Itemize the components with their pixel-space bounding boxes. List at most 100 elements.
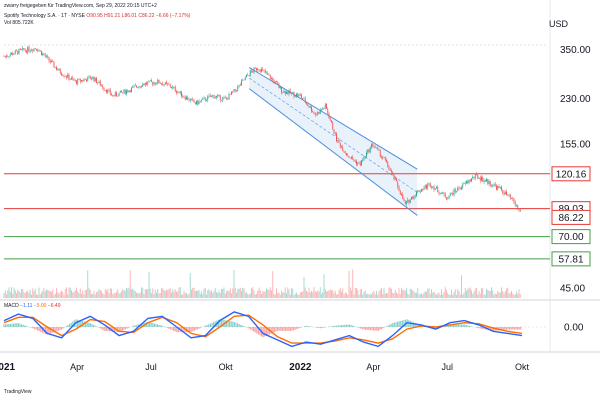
time-axis[interactable]: 2021 Apr Jul Okt 2022 Apr Jul Okt: [0, 362, 529, 373]
candle-body: [189, 98, 191, 101]
candle-body: [487, 179, 489, 184]
macd-hist-bar: [249, 327, 251, 330]
candle-body: [327, 108, 329, 114]
candle-body: [224, 97, 226, 98]
candle-body: [221, 100, 222, 101]
macd-hist-bar: [137, 324, 139, 327]
macd-hist-bar: [195, 327, 197, 330]
candle-body: [143, 83, 145, 86]
macd-hist-bar: [393, 322, 395, 327]
candle-body: [364, 156, 366, 158]
candle-body: [353, 159, 355, 161]
candle-body: [503, 192, 505, 195]
hist-value: −6.49: [47, 303, 61, 309]
volume-bar: [367, 293, 369, 298]
volume-bar: [483, 294, 485, 298]
candle-body: [178, 92, 180, 93]
macd-hist-bar: [493, 327, 495, 331]
candle-body: [313, 112, 315, 113]
macd-hist-bar: [70, 322, 72, 327]
macd-hist-bar: [461, 324, 463, 327]
price-axis[interactable]: 45.00 155.00 230.00 350.00: [560, 45, 591, 294]
macd-hist-bar: [181, 327, 183, 333]
volume-bar: [202, 294, 204, 298]
volume-bar: [264, 291, 266, 298]
candle-body: [133, 85, 135, 87]
volume-bar: [186, 293, 187, 298]
candle-body: [496, 185, 497, 190]
candle-body: [492, 185, 494, 187]
macd-hist-bar: [105, 327, 107, 332]
volume-bar: [81, 293, 82, 298]
volume-bar: [198, 289, 200, 298]
macd-hist-bar: [470, 326, 472, 327]
volume-bar: [396, 292, 397, 298]
candle-body: [276, 81, 277, 83]
candle-body: [48, 56, 50, 61]
candlesticks[interactable]: [3, 45, 521, 212]
volume-bar: [147, 289, 149, 298]
macd-hist-bar: [361, 327, 363, 330]
macd-hist-bar: [333, 325, 335, 327]
currency-label[interactable]: USD: [548, 19, 568, 29]
horizontal-levels[interactable]: 120.16 89.03 70.00 57.81 86.22: [4, 166, 591, 267]
time-tick-label: Jul: [145, 362, 157, 372]
macd-hist-bar: [152, 323, 154, 327]
volume-bar: [83, 294, 85, 298]
trend-channel[interactable]: [248, 67, 418, 216]
candle-body: [246, 74, 247, 78]
macd-hist-bar: [454, 324, 456, 327]
time-tick-label: Apr: [366, 362, 380, 372]
volume-bar: [177, 291, 179, 298]
candle-body: [304, 98, 306, 103]
candle-body: [323, 108, 325, 109]
volume-bar: [408, 294, 410, 298]
candle-body: [121, 90, 122, 93]
volume-bar: [298, 294, 300, 298]
last-price-label: 86.22: [558, 213, 583, 224]
macd-hist-bar: [230, 321, 232, 327]
candle-body: [78, 78, 80, 80]
candle-body: [138, 86, 140, 88]
candle-body: [257, 69, 259, 71]
candle-body: [284, 90, 286, 94]
volume-bar: [377, 294, 379, 298]
candle-body: [242, 79, 244, 81]
macd-hist-bar: [54, 327, 56, 332]
candle-body: [99, 81, 101, 86]
macd-hist-bar: [193, 327, 195, 331]
candle-body: [114, 92, 116, 97]
candle-body: [123, 89, 125, 93]
volume-bar: [73, 291, 75, 298]
volume-bar: [76, 287, 77, 298]
volume-bar: [106, 290, 107, 298]
price-tick-label: 350.00: [560, 45, 591, 56]
macd-hist-bar: [273, 327, 275, 333]
ohlc-values: O90.95 H91.21 L86.01 C86.22 −6.66 (−7.17…: [86, 13, 191, 19]
volume-bar: [112, 294, 114, 298]
candle-body: [24, 50, 26, 51]
macd-hist-bar: [259, 327, 261, 336]
macd-hist-bar: [101, 327, 103, 330]
volume-bar: [303, 276, 305, 298]
candle-body: [307, 103, 309, 106]
volume-bar: [117, 289, 119, 298]
candle-body: [6, 55, 7, 57]
candle-body: [279, 86, 281, 89]
candle-body: [482, 177, 484, 182]
volume-bar: [434, 293, 436, 298]
macd-hist-bar: [373, 327, 375, 331]
candle-body: [513, 198, 515, 203]
candle-body: [81, 80, 82, 82]
candle-body: [326, 104, 327, 109]
candle-body: [11, 52, 12, 55]
candle-body: [97, 82, 99, 84]
volume-bar: [114, 293, 116, 298]
volume-bar: [428, 288, 430, 298]
candle-body: [509, 194, 511, 198]
volume-bar: [519, 294, 521, 298]
macd-hist-bar: [49, 327, 51, 334]
candle-body: [352, 156, 354, 160]
volume-bar: [214, 287, 216, 298]
